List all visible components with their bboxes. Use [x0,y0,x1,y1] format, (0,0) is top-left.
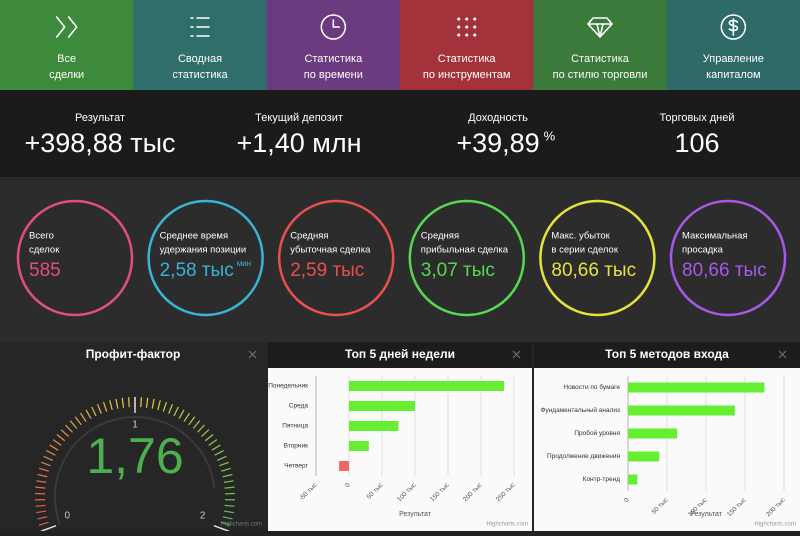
circle-label: Макс. убыток [551,231,610,242]
bar[interactable] [339,461,349,471]
bar[interactable] [349,401,415,411]
bar[interactable] [628,429,677,439]
gauge-scale [141,397,142,407]
y-tick-label: Вторник [284,443,308,450]
bar[interactable] [349,381,504,391]
gauge-scale [129,397,130,407]
y-tick-label: Среда [289,403,309,410]
gauge-tick-label: 2 [200,510,206,521]
chart-title: Профит-фактор [86,347,181,361]
y-tick-label: Пробой уровня [574,429,620,437]
chart-title: Топ 5 дней недели [345,347,455,361]
nav-label: капиталом [706,69,761,81]
circle-label: убыточная сделка [290,245,371,256]
circle-label: Среднее время [160,231,229,242]
nav-label: Статистика [438,53,497,65]
circle-label: Максимальная [682,231,748,242]
bar[interactable] [349,421,399,431]
nav-label: по стилю торговли [553,69,648,81]
bar[interactable] [628,475,637,485]
stat-value: 106 [674,128,719,158]
nav-label: Все [57,53,76,65]
y-tick-label: Пятница [282,423,308,430]
circle-label: прибыльная сделка [421,245,509,256]
y-tick-label: Контр-тренд [583,476,621,483]
credits: Highcharts.com [220,522,262,528]
circle-unit: мин [237,259,251,268]
nav-label: по инструментам [423,69,511,81]
nav-label: статистика [172,69,228,81]
circle-value: 585 [29,260,61,281]
y-tick-label: Фундаментальный анализ [541,406,621,414]
credits: Highcharts.com [486,522,528,528]
circle-label: удержания позиции [160,245,247,256]
gauge-tick-label: 0 [65,510,71,521]
nav-label: Статистика [571,53,630,65]
chart-title: Топ 5 методов входа [605,347,729,361]
circle-value: 2,58 тыс [160,260,234,281]
bar[interactable] [628,406,735,416]
bar[interactable] [349,441,369,451]
circle-label: Средняя [290,231,328,242]
stat-value: +398,88 тыс [24,128,175,158]
stat-value: +1,40 млн [236,128,361,158]
nav-label: Статистика [304,53,363,65]
gauge-value-label: 1,76 [86,428,183,484]
stat-label: Результат [75,112,125,124]
circle-label: сделок [29,245,60,256]
circle-label: Средняя [421,231,459,242]
nav-label: по времени [304,69,363,81]
circle-label: в серии сделок [551,245,618,256]
stat-label: Текущий депозит [255,112,343,124]
stat-unit: % [544,128,556,143]
circle-value: 80,66 тыс [551,260,636,281]
y-tick-label: Продолжение движения [547,453,620,460]
nav-label: Управление [703,53,764,65]
y-tick-label: Новости по бумаге [563,383,620,391]
circle-value: 3,07 тыс [421,260,495,281]
y-tick-label: Понедельник [268,383,308,390]
circles-band [0,177,800,342]
circle-label: Всего [29,231,54,242]
circle-label: просадка [682,245,724,256]
bar[interactable] [628,383,765,393]
x-axis-title: Результат [690,511,723,518]
y-tick-label: Четверг [284,463,308,470]
stat-label: Торговых дней [659,112,734,124]
stat-label: Доходность [468,112,528,124]
credits: Highcharts.com [754,522,796,528]
bar[interactable] [628,452,659,462]
circle-value: 80,66 тыс [682,260,767,281]
x-axis-title: Результат [399,511,432,518]
circle-value: 2,59 тыс [290,260,364,281]
nav-label: сделки [49,69,84,81]
nav-label: Сводная [178,53,222,65]
stat-value: +39,89 [456,128,539,158]
